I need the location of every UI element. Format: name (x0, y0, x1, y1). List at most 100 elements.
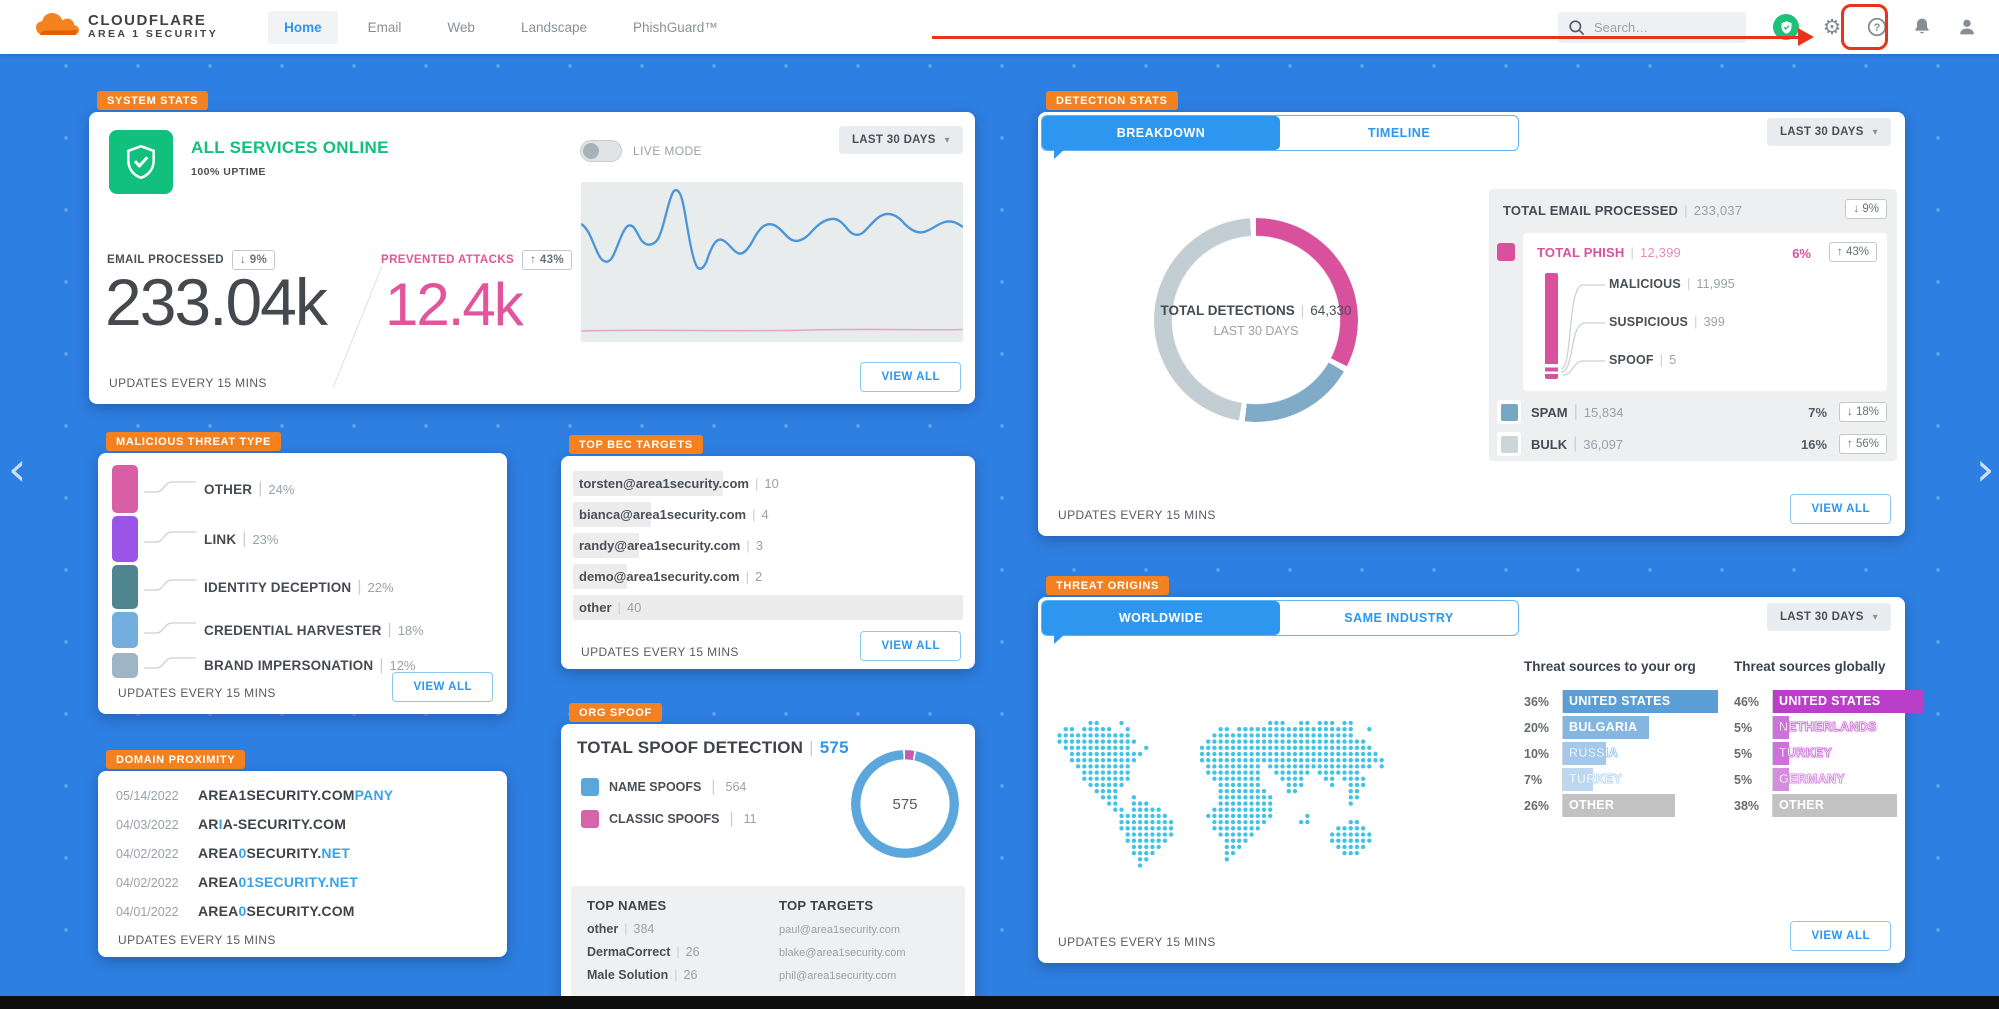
top-name-row: other | 384 (587, 922, 655, 936)
top-names-header: TOP NAMES (587, 898, 667, 913)
threat-origins-card: THREAT ORIGINS WORLDWIDE SAME INDUSTRY LA… (1038, 576, 1923, 963)
bec-target-row[interactable]: demo@area1security.com | 2 (571, 561, 965, 592)
detection-view-all-button[interactable]: VIEW ALL (1790, 494, 1891, 524)
nav-item-home[interactable]: Home (268, 10, 338, 44)
nav-item-web[interactable]: Web (447, 19, 475, 35)
nav-item-email[interactable]: Email (367, 19, 402, 35)
nav-item-phishguard[interactable]: PhishGuard™ (633, 19, 718, 35)
spoof-legend-swatch (581, 810, 599, 828)
threat-type-swatch (112, 516, 138, 562)
threat-source-row: 10% RUSSIA (1524, 742, 1729, 765)
user-account-icon[interactable] (1955, 15, 1979, 39)
bec-target-row[interactable]: other | 40 (571, 592, 965, 623)
domain-row[interactable]: 04/02/2022 AREA01SECURITY.NET (116, 874, 493, 903)
threat-type-pct: 12% (389, 658, 416, 673)
global-threat-sources: Threat sources globally 46% UNITED STATES… (1734, 659, 1939, 820)
top-target-row: paul@area1security.com (779, 924, 901, 936)
stat-divider (332, 266, 383, 388)
bulk-row: BULK | 36,097 16% ↑ 56% (1489, 431, 1897, 457)
prevented-attacks-label: PREVENTED ATTACKS (381, 254, 515, 266)
org-spoof-badge: ORG SPOOF (569, 703, 662, 722)
spoof-detail-box: TOP NAMES other | 384 DermaCorrect | 26 Male S… (571, 886, 965, 1006)
threat-type-row: IDENTITY DECEPTION | 22% (112, 565, 424, 609)
top-targets-header: TOP TARGETS (779, 898, 874, 913)
top-nav: CLOUDFLARE AREA 1 SECURITY Home Email Web L… (0, 0, 1999, 54)
top-bec-targets-card: TOP BEC TARGETS torsten@area1security.co… (561, 435, 975, 669)
bec-updates-text: UPDATES EVERY 15 MINS (581, 645, 739, 659)
notifications-bell-icon[interactable] (1910, 15, 1934, 39)
threat-source-row: 7% TURKEY (1524, 768, 1729, 791)
top-target-row: phil@area1security.com (779, 970, 897, 982)
threat-source-pct: 7% (1524, 772, 1543, 787)
carousel-next-arrow[interactable]: › (1976, 442, 1995, 496)
bec-target-text: demo@area1security.com | 2 (579, 569, 763, 584)
threat-type-row: CREDENTIAL HARVESTER | 18% (112, 612, 424, 648)
origins-view-all-button[interactable]: VIEW ALL (1790, 921, 1891, 951)
spam-label: SPAM (1531, 404, 1568, 420)
system-view-all-button[interactable]: VIEW ALL (860, 362, 961, 392)
origins-range-dropdown[interactable]: LAST 30 DAYS ▾ (1766, 603, 1891, 631)
domain-date: 04/03/2022 (116, 818, 179, 832)
threat-type-label: OTHER (204, 481, 253, 497)
domain-row[interactable]: 04/03/2022 ARIA-SECURITY.COM (116, 816, 493, 845)
phish-connector-lines (1561, 284, 1605, 376)
threat-source-pct: 36% (1524, 694, 1550, 709)
threat-source-row: 5% NETHERLANDS (1734, 716, 1939, 739)
domain-row[interactable]: 04/01/2022 AREA0SECURITY.COM (116, 903, 493, 932)
threat-type-row: LINK | 23% (112, 516, 424, 562)
bulk-value: 36,097 (1583, 436, 1624, 452)
mtt-view-all-button[interactable]: VIEW ALL (392, 672, 493, 702)
bec-target-row[interactable]: randy@area1security.com | 3 (571, 530, 965, 561)
domain-row[interactable]: 04/02/2022 AREA0SECURITY.NET (116, 845, 493, 874)
spoof-legend-item: NAME SPOOFS | 564 (581, 778, 757, 796)
domain-list: 05/14/2022 AREA1SECURITY.COMPANY 04/03/202… (116, 787, 493, 932)
bec-target-row[interactable]: bianca@area1security.com | 4 (571, 499, 965, 530)
bec-view-all-button[interactable]: VIEW ALL (860, 631, 961, 661)
threat-source-bar: GERMANY (1773, 768, 1845, 791)
detection-updates-text: UPDATES EVERY 15 MINS (1058, 508, 1216, 522)
uptime-text: 100% UPTIME (191, 166, 266, 178)
top-name-row: Male Solution | 26 (587, 968, 698, 982)
bulk-color-swatch (1497, 432, 1521, 456)
spoof-title: TOTAL SPOOF DETECTION (577, 738, 804, 757)
threat-source-bar: OTHER (1563, 794, 1675, 817)
spam-pct: 7% (1808, 404, 1828, 420)
bec-count-bar (573, 595, 963, 620)
system-range-dropdown[interactable]: LAST 30 DAYS ▾ (838, 126, 963, 154)
threat-source-row: 38% OTHER (1734, 794, 1939, 817)
cloudflare-logo[interactable]: CLOUDFLARE AREA 1 SECURITY (34, 10, 218, 45)
threat-source-pct: 5% (1734, 746, 1753, 761)
total-email-delta-badge: ↓ 9% (1845, 199, 1887, 219)
annotation-arrow-line (932, 36, 1804, 39)
spoof-donut-center-value: 575 (892, 795, 918, 813)
domain-row[interactable]: 05/14/2022 AREA1SECURITY.COMPANY (116, 787, 493, 816)
detection-tab-timeline[interactable]: TIMELINE (1367, 126, 1431, 140)
detection-range-dropdown[interactable]: LAST 30 DAYS ▾ (1766, 118, 1891, 146)
domain-date: 05/14/2022 (116, 789, 179, 803)
domain-date: 04/02/2022 (116, 876, 179, 890)
org-spoof-card: ORG SPOOF TOTAL SPOOF DETECTION | 575 NAME… (561, 703, 975, 1009)
carousel-prev-arrow[interactable]: ‹ (8, 442, 27, 496)
live-mode-toggle[interactable] (580, 140, 622, 162)
search-icon (1567, 18, 1587, 43)
bec-target-list: torsten@area1security.com | 10 bianca@area1… (571, 468, 965, 623)
threat-source-bar: BULGARIA (1563, 716, 1649, 739)
threat-source-bar: OTHER (1773, 794, 1897, 817)
domain-proximity-badge: DOMAIN PROXIMITY (106, 750, 246, 769)
annotation-highlight-box (1841, 4, 1888, 50)
origins-tab-same-industry[interactable]: SAME INDUSTRY (1344, 611, 1454, 625)
threat-type-pct: 23% (252, 531, 279, 547)
threat-source-pct: 10% (1524, 746, 1550, 761)
nav-item-landscape[interactable]: Landscape (520, 19, 587, 35)
origins-tab-worldwide[interactable]: WORLDWIDE (1042, 601, 1280, 644)
detections-center-label: TOTAL DETECTIONS (1160, 302, 1295, 318)
suspicious-label: SUSPICIOUS (1609, 315, 1689, 329)
live-mode-label: LIVE MODE (633, 144, 702, 158)
threat-type-swatch (112, 612, 138, 648)
settings-gear-icon[interactable]: ⚙ (1822, 15, 1842, 39)
bec-target-row[interactable]: torsten@area1security.com | 10 (571, 468, 965, 499)
spoof-label: SPOOF (1609, 353, 1654, 367)
detection-stats-card: DETECTION STATS BREAKDOWN TIMELINE LAST 3… (1038, 91, 1905, 536)
protection-status-icon[interactable] (1773, 14, 1799, 40)
detection-tab-breakdown[interactable]: BREAKDOWN (1042, 116, 1280, 159)
